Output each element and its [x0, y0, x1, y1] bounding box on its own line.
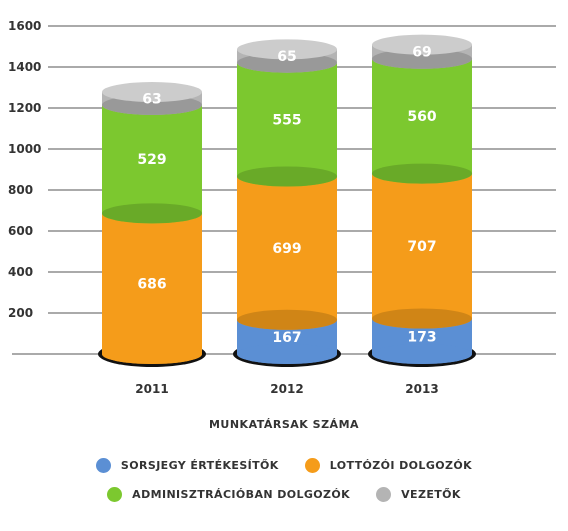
- segment-boundary-2011-0: [102, 203, 202, 224]
- data-label-2013-series-1: 707: [407, 239, 436, 255]
- x-tick-label-2013: 2013: [405, 382, 438, 396]
- legend-swatch-sorsjegy: [95, 458, 111, 473]
- bar-2012-series-2: [237, 62, 337, 187]
- segment-boundary-2012-0: [237, 309, 337, 330]
- x-tick-label-2011: 2011: [135, 382, 168, 396]
- legend-label-lottozoi: LOTTÓZÓI DOLGOZÓK: [329, 459, 473, 472]
- cylinder-top-2012-3: [237, 39, 337, 60]
- legend-label-adminisztracio: ADMINISZTRÁCIÓBAN DOLGOZÓK: [132, 488, 351, 501]
- bar-2013-series-2: [372, 58, 472, 184]
- legend-swatch-lottozoi: [304, 458, 320, 473]
- bar-bottom-2013: [372, 344, 472, 364]
- legend-item-sorsjegy: SORSJEGY ÉRTÉKESÍTŐK: [95, 458, 279, 473]
- data-label-2013-series-3: 69: [412, 45, 431, 61]
- y-tick-label-1200: 1200: [8, 101, 41, 115]
- segment-boundary-2013-0: [372, 308, 472, 329]
- legend-item-lottozoi: LOTTÓZÓI DOLGOZÓK: [304, 458, 473, 473]
- segment-boundary-2012-1: [237, 166, 337, 187]
- x-tick-label-2012: 2012: [270, 382, 303, 396]
- legend-swatch-vezetok: [376, 487, 392, 502]
- data-label-2012-series-0: 167: [272, 330, 301, 346]
- segment-boundary-2013-2: [372, 48, 472, 69]
- bar-2011-series-1: [102, 213, 202, 364]
- y-tick-label-1400: 1400: [8, 60, 41, 74]
- data-label-2012-series-3: 65: [277, 49, 296, 65]
- legend-row-2: ADMINISZTRÁCIÓBAN DOLGOZÓK VEZETŐK: [0, 487, 568, 502]
- legend-label-sorsjegy: SORSJEGY ÉRTÉKESÍTŐK: [120, 459, 279, 472]
- x-axis-title: MUNKATÁRSAK SZÁMA: [208, 418, 360, 431]
- legend-row-1: SORSJEGY ÉRTÉKESÍTŐK LOTTÓZÓI DOLGOZÓK: [0, 458, 568, 473]
- y-tick-label-400: 400: [8, 265, 33, 279]
- cylinder-top-2011-2: [102, 82, 202, 103]
- bar-2011-series-2: [102, 104, 202, 224]
- y-tick-label-800: 800: [8, 183, 33, 197]
- y-tick-label-1000: 1000: [8, 142, 41, 156]
- data-label-2011-series-3: 63: [142, 91, 161, 107]
- y-tick-label-200: 200: [8, 306, 33, 320]
- legend-swatch-adminisztracio: [107, 487, 123, 502]
- data-label-2012-series-2: 555: [272, 113, 301, 129]
- legend-item-adminisztracio: ADMINISZTRÁCIÓBAN DOLGOZÓK: [107, 487, 350, 502]
- legend-item-vezetok: VEZETŐK: [376, 487, 461, 502]
- stacked-cylinder-chart: 200 400 600 800 1000 1200 1400 1600 686 529 63 2011…: [8, 19, 556, 396]
- data-label-2011-series-1: 686: [137, 277, 166, 293]
- segment-boundary-2013-1: [372, 163, 472, 184]
- bar-bottom-2011: [102, 344, 202, 364]
- data-label-2013-series-2: 560: [407, 109, 436, 125]
- data-label-2011-series-2: 529: [137, 152, 166, 168]
- bar-2012-series-1: [237, 176, 337, 330]
- data-label-2012-series-1: 699: [272, 241, 301, 257]
- data-label-2013-series-0: 173: [407, 329, 436, 345]
- y-tick-label-600: 600: [8, 224, 33, 238]
- cylinder-top-2013-3: [372, 34, 472, 55]
- y-tick-label-1600: 1600: [8, 19, 41, 33]
- bar-bottom-2012: [237, 344, 337, 364]
- legend-label-vezetok: VEZETŐK: [401, 488, 461, 501]
- bar-2013-series-1: [372, 173, 472, 329]
